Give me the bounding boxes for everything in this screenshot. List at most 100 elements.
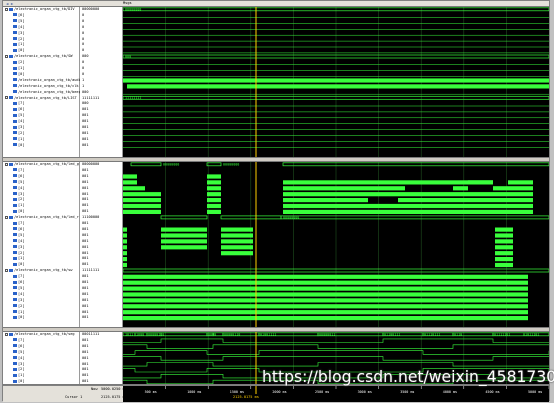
led-g-high [468,180,493,185]
signal-name-row[interactable]: [5] [3,350,25,355]
signal-name-row[interactable]: [7] [3,221,25,226]
signal-name-row[interactable]: [0] [3,209,25,214]
signal-value: 001 [82,238,89,243]
signal-name-row[interactable]: [2] [3,60,25,65]
bus-label: 01001111 [260,333,276,337]
signal-name-row[interactable]: [6] [3,107,25,112]
signal-name-row[interactable]: /electronic_organ_ctg_tb/LIST [3,96,77,101]
signal-name-row[interactable]: [3] [3,31,25,36]
signal-name-row[interactable]: /electronic_organ_ctg_tb/led_g [3,162,79,167]
signal-name-row[interactable]: [2] [3,367,25,372]
signal-name-row[interactable]: [3] [3,362,25,367]
signal-name-row[interactable]: /electronic_organ_ctg_tb/SW [3,54,72,59]
signal-name-row[interactable]: [0] [3,143,25,148]
signal-name-row[interactable]: [1] [3,256,25,261]
signal-name-row[interactable]: [3] [3,298,25,303]
signal-name-row[interactable]: [1] [3,42,25,47]
waveform-area-2[interactable]: 00000000 00000000 00000000 [123,162,549,327]
ruler-tick-label: 3500 ms [400,390,414,394]
signal-name-row[interactable]: [1] [3,310,25,315]
expand-toggle-icon[interactable] [5,332,8,336]
signal-name-row[interactable]: /electronic_organ_ctg_tb/clk [3,84,79,89]
cursor-label[interactable]: Cursor 1 [65,395,83,399]
signal-name-row[interactable]: [5] [3,113,25,118]
signal-name-row[interactable]: [0] [3,262,25,267]
signal-name-row[interactable]: [6] [3,174,25,179]
panel-splitter[interactable] [3,328,549,331]
waveform-area-3[interactable]: 1011 1000 00000110 0000 00000110 01001111 0000… [123,332,549,384]
signal-name-row[interactable]: [3] [3,125,25,130]
signal-name-row[interactable]: [2] [3,197,25,202]
signal-name-row[interactable]: [4] [3,186,25,191]
signal-name-row[interactable]: [0] [3,315,25,320]
signal-name-row[interactable]: [6] [3,227,25,232]
signal-name-row[interactable]: [4] [3,239,25,244]
signal-name-row[interactable]: [0] [3,48,25,53]
signal-names-column: /electronic_organ_ctg_tb/led_g [7] [6] [5][… [3,162,80,327]
signal-name: [5] [18,18,25,23]
signal-name-row[interactable]: [6] [3,344,25,349]
time-ruler[interactable]: 500 ms 1000 ms 1500 ms 2000 ms 2500 ms 3000 m… [123,386,549,394]
signal-name-row[interactable]: /electronic_organ_ctg_tb/beep [3,90,81,95]
signal-value: 0 [82,24,85,29]
signal-name-row[interactable]: [2] [3,304,25,309]
signal-value: 001 [82,191,89,196]
signal-name-row[interactable]: [7] [3,101,25,106]
signal-icon [13,137,17,141]
signal-name-row[interactable]: /electronic_organ_ctg_tb/led_r [3,215,79,220]
expand-toggle-icon[interactable] [5,215,8,219]
panel-splitter[interactable] [3,158,549,161]
signal-value: 001 [82,291,89,296]
signal-name-row[interactable]: [2] [3,251,25,256]
signal-name-row[interactable]: [6] [3,13,25,18]
signal-name-row[interactable]: [0] [3,72,25,77]
signal-icon [13,72,17,76]
signal-name-row[interactable]: [4] [3,356,25,361]
signal-name-row[interactable]: [4] [3,292,25,297]
signal-name-row[interactable]: [2] [3,37,25,42]
signal-name-row[interactable]: [5] [3,19,25,24]
signal-name-row[interactable]: [0] [3,379,25,384]
signal-name-row[interactable]: [1] [3,137,25,142]
signal-name-row[interactable]: [2] [3,131,25,136]
expand-toggle-icon[interactable] [5,268,8,272]
expand-toggle-icon[interactable] [5,54,8,58]
signal-name-row[interactable]: /electronic_organ_ctg_tb/DIV [3,7,75,12]
signal-name-row[interactable]: [7] [3,338,25,343]
signal-value: 00000000 [82,162,100,166]
seg-trace [123,362,549,367]
signal-name-row[interactable]: [5] [3,286,25,291]
signal-name-row[interactable]: [3] [3,192,25,197]
signal-name-row[interactable]: /electronic_organ_ctg_tb/audio_sw [3,78,89,83]
signal-name-row[interactable]: [5] [3,180,25,185]
signal-name-row[interactable]: [4] [3,119,25,124]
signal-name-row[interactable]: [4] [3,25,25,30]
signal-name-row[interactable]: [3] [3,245,25,250]
ruler-tick-label: 500 ms [145,390,157,394]
signal-name-row[interactable]: [1] [3,203,25,208]
led-r-high [495,257,513,262]
signal-name-row[interactable]: /electronic_organ_ctg_tb/sw [3,268,72,273]
bus-label: 01111101 [494,333,510,337]
toolbar-arrows[interactable]: ◄ ► [6,1,14,6]
signal-name: [3] [18,244,25,249]
expand-toggle-icon[interactable] [5,162,8,166]
expand-toggle-icon[interactable] [5,96,8,99]
signal-name: [2] [18,367,25,372]
signal-name-row[interactable]: [1] [3,373,25,378]
led-g-high [123,198,161,203]
signal-name-row[interactable]: [5] [3,233,25,238]
signal-name: [7] [18,167,25,172]
signal-name-row[interactable]: [6] [3,280,25,285]
signal-name-row[interactable]: [1] [3,66,25,71]
signal-icon [13,221,17,225]
signal-name-row[interactable]: [7] [3,274,25,279]
expand-toggle-icon[interactable] [5,7,8,11]
signal-name-row[interactable]: /electronic_organ_ctg_tb/seg [3,332,75,337]
led-r-high [161,227,207,232]
signal-name-row[interactable]: [7] [3,168,25,173]
led-r-high [123,262,127,268]
signal-value: 001 [82,125,89,129]
now-label: Now [91,387,98,391]
